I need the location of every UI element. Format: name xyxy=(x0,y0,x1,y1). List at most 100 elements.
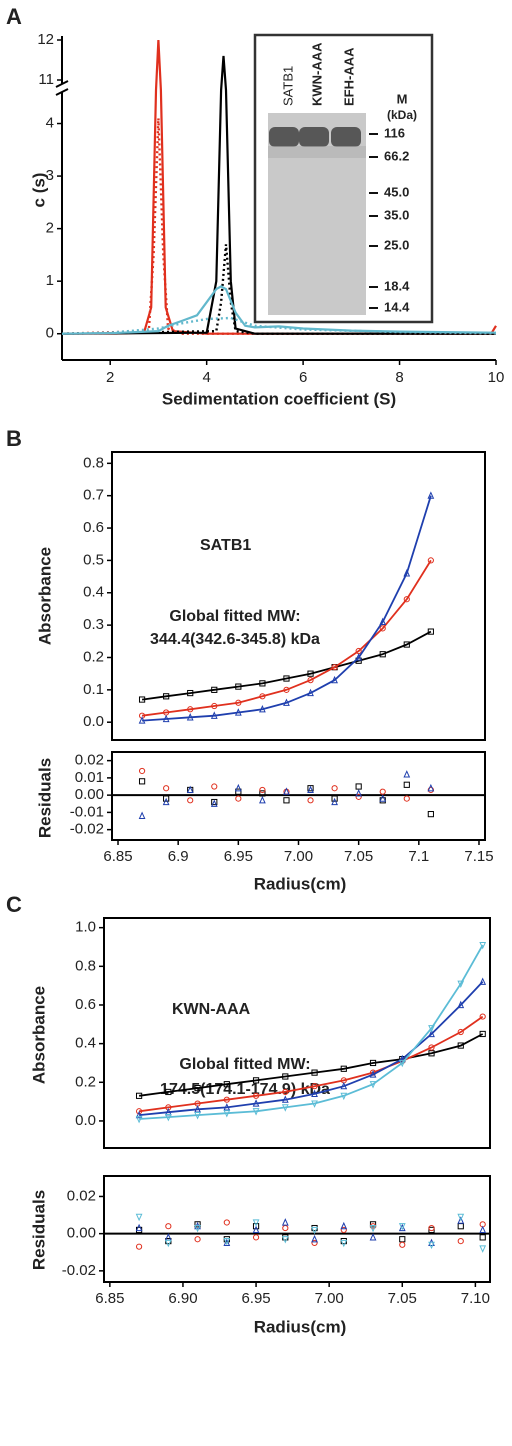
point xyxy=(307,670,314,677)
y-tick-label: 11 xyxy=(38,71,54,88)
point xyxy=(340,1239,348,1248)
plot-frame xyxy=(103,1175,491,1283)
point xyxy=(403,569,411,577)
point xyxy=(211,702,218,710)
point xyxy=(427,811,434,818)
point xyxy=(162,797,170,806)
point xyxy=(163,693,170,700)
point xyxy=(428,1224,435,1232)
annotation: KWN-AAA xyxy=(172,1001,251,1018)
point xyxy=(235,788,242,795)
point xyxy=(457,980,465,989)
point xyxy=(331,664,338,671)
panel-label: C xyxy=(6,892,22,917)
x-tick-label: 6.95 xyxy=(224,848,253,865)
point xyxy=(235,683,242,690)
x-tick-label: 6.85 xyxy=(95,1290,124,1307)
point xyxy=(211,783,218,790)
point xyxy=(311,1089,318,1097)
point xyxy=(331,795,338,802)
y-tick-label: 4 xyxy=(46,114,54,131)
marker-label: 35.0 xyxy=(384,207,409,222)
point xyxy=(194,1084,201,1092)
point xyxy=(252,1219,260,1227)
point xyxy=(186,785,194,794)
marker-label: 66.2 xyxy=(384,148,409,163)
point xyxy=(479,941,487,950)
point xyxy=(379,625,386,632)
point xyxy=(252,1223,260,1230)
line xyxy=(138,1033,484,1097)
y-axis-label: Residuals xyxy=(29,1190,48,1270)
x-tick-label: 7.00 xyxy=(284,848,313,865)
point xyxy=(252,1099,260,1107)
x-tick-label: 7.10 xyxy=(461,1290,490,1307)
point xyxy=(283,797,290,804)
y-tick-label: 0.0 xyxy=(83,713,104,730)
marker-label: 14.4 xyxy=(384,299,410,314)
point xyxy=(138,778,146,785)
point xyxy=(427,628,434,635)
point xyxy=(428,1226,435,1234)
point xyxy=(311,1239,318,1247)
marker-unit: (kDa) xyxy=(387,108,417,122)
point xyxy=(252,1225,260,1234)
axis-break xyxy=(55,80,69,88)
x-tick-label: 7.1 xyxy=(408,848,429,865)
point xyxy=(223,1219,230,1226)
y-tick-label: 12 xyxy=(37,31,54,48)
point xyxy=(340,1065,347,1072)
point xyxy=(457,1000,465,1009)
point xyxy=(281,1236,289,1244)
x-tick-label: 6.90 xyxy=(168,1290,197,1307)
y-tick-label: 0.2 xyxy=(83,648,104,665)
point xyxy=(369,1233,377,1241)
line xyxy=(139,944,484,1120)
point xyxy=(223,1103,231,1111)
marker-label: 116 xyxy=(384,125,405,140)
point xyxy=(223,1110,231,1118)
point xyxy=(369,1081,377,1089)
point xyxy=(165,1223,172,1230)
point xyxy=(427,783,435,792)
point xyxy=(355,789,363,797)
x-axis-label: Sedimentation coefficient (S) xyxy=(162,389,396,408)
point xyxy=(234,783,242,792)
x-tick-label: 7.05 xyxy=(388,1290,417,1307)
y-tick-label: 0.2 xyxy=(75,1073,96,1090)
point xyxy=(235,795,242,802)
y-tick-label: 3 xyxy=(46,167,54,184)
point xyxy=(165,1088,172,1096)
point xyxy=(398,1223,406,1231)
point xyxy=(194,1105,201,1113)
point xyxy=(307,785,314,792)
point xyxy=(187,706,194,713)
y-tick-label: 0.4 xyxy=(75,1035,96,1052)
point xyxy=(187,689,194,697)
y-axis-label: Residuals xyxy=(35,758,54,838)
point xyxy=(223,1081,230,1088)
point xyxy=(135,1092,143,1099)
gel-band-haze xyxy=(268,146,366,158)
panel-label: B xyxy=(6,426,22,451)
point xyxy=(138,767,146,775)
annotation: 344.4(342.6-345.8) kDa xyxy=(150,631,320,648)
point xyxy=(379,651,386,658)
axis-break xyxy=(55,88,69,96)
plot-frame xyxy=(103,917,491,1149)
point xyxy=(138,716,146,724)
point xyxy=(282,1088,289,1096)
y-tick-label: 0.6 xyxy=(75,996,96,1013)
point xyxy=(223,1238,231,1247)
point xyxy=(369,1070,377,1078)
gel-band xyxy=(331,127,361,147)
x-tick-label: 7.00 xyxy=(315,1290,344,1307)
point xyxy=(135,1243,143,1250)
point xyxy=(259,680,266,687)
point xyxy=(210,711,218,719)
point xyxy=(307,688,314,697)
y-tick-label: -0.01 xyxy=(70,803,104,820)
point xyxy=(135,1213,143,1222)
point xyxy=(369,1059,377,1067)
marker-label: 18.4 xyxy=(384,278,410,293)
